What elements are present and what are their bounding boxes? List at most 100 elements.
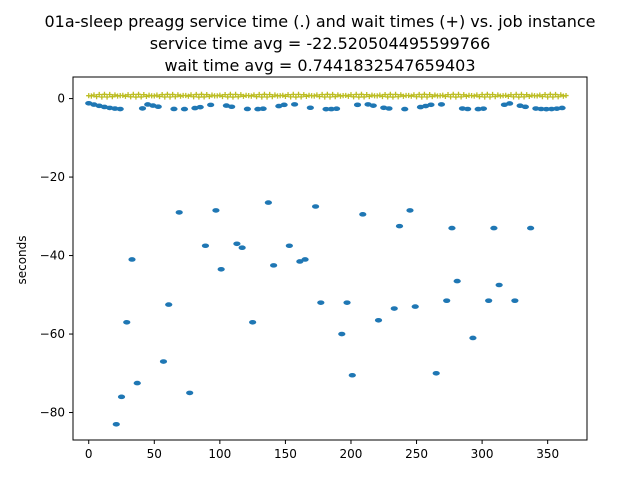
y-axis: 0 −20 −40 −60 −80 (40, 92, 73, 420)
wait-time-point-8 (107, 91, 113, 98)
service-time-point-near-zero-10 (180, 106, 189, 112)
y-axis-label: seconds (15, 235, 29, 284)
wait-time-point-180 (558, 92, 564, 98)
x-tick-label-50: 50 (147, 447, 162, 461)
wait-time-point-118 (395, 94, 401, 100)
wait-time-point-125 (413, 94, 420, 100)
wait-time-point-10 (112, 92, 118, 98)
wait-time-point-107 (366, 93, 372, 100)
wait-time-point-114 (385, 94, 391, 100)
wait-time-point-34 (175, 92, 181, 98)
wait-time-point-2 (91, 92, 97, 98)
wait-time-point-98 (343, 92, 349, 99)
x-tick-label-100: 100 (208, 447, 231, 461)
x-tick-label-150: 150 (274, 447, 297, 461)
wait-time-point-55 (230, 94, 236, 100)
wait-time-point-63 (251, 92, 257, 98)
wait-time-point-6 (101, 91, 108, 97)
service-time-point-9 (175, 210, 183, 215)
service-time-point-near-zero-35 (437, 102, 446, 107)
wait-time-point-112 (379, 93, 386, 100)
wait-time-point-28 (159, 91, 165, 98)
service-time-point-17 (264, 200, 272, 205)
wait-time-point-175 (545, 94, 551, 100)
service-time-point-1 (117, 394, 126, 400)
service-time-point-26 (348, 372, 356, 378)
wait-time-point-166 (521, 94, 527, 100)
service-time-point-23 (317, 300, 325, 305)
service-time-point-near-zero-17 (254, 106, 262, 112)
service-time-point-36 (453, 278, 461, 284)
wait-time-point-68 (264, 94, 270, 100)
wait-time-point-139 (450, 91, 456, 97)
wait-time-point-86 (311, 93, 317, 99)
wait-time-point-35 (177, 93, 184, 99)
wait-time-point-4 (96, 91, 102, 98)
wait-time-point-54 (227, 91, 233, 97)
service-time-point-14 (233, 241, 241, 247)
wait-time-point-64 (253, 94, 260, 100)
service-time-point-near-zero-24 (327, 106, 335, 112)
wait-time-point-127 (419, 94, 425, 100)
wait-time-point-93 (330, 91, 336, 98)
service-time-point-near-zero-9 (170, 106, 178, 112)
wait-time-point-131 (429, 93, 435, 100)
service-time-point-10 (186, 390, 194, 396)
wait-time-point-162 (510, 94, 517, 100)
service-time-point-near-zero-6 (116, 106, 124, 112)
service-time-point-35 (448, 225, 456, 231)
service-time-point-near-zero-41 (506, 101, 514, 106)
wait-time-point-14 (122, 93, 129, 99)
wait-time-point-7 (104, 94, 110, 100)
wait-time-point-129 (424, 94, 430, 100)
wait-time-point-90 (322, 94, 328, 100)
wait-time-point-91 (324, 91, 330, 97)
wait-time-point-18 (133, 94, 139, 100)
wait-time-point-71 (272, 92, 278, 98)
x-tick-label-0: 0 (85, 447, 93, 461)
y-tick-label--80: −80 (40, 406, 65, 420)
wait-time-point-75 (282, 93, 289, 99)
service-time-point-21 (301, 257, 309, 262)
wait-time-point-78 (290, 91, 296, 97)
service-time-point-42 (527, 225, 535, 231)
service-time-point-near-zero-26 (353, 102, 362, 108)
wait-time-point-52 (222, 92, 228, 98)
service-time-point-11 (201, 243, 210, 249)
wait-time-point-168 (526, 93, 532, 100)
wait-time-point-51 (219, 93, 226, 100)
service-time-point-19 (285, 243, 293, 249)
chart-title: 01a-sleep preagg service time (.) and wa… (44, 12, 596, 31)
wait-time-point-167 (524, 92, 530, 98)
wait-time-point-137 (445, 92, 451, 98)
wait-time-point-83 (303, 93, 309, 99)
wait-time-point-150 (479, 91, 485, 98)
wait-time-point-151 (482, 94, 488, 100)
service-time-point-22 (311, 204, 320, 209)
service-time-point-near-zero-18 (259, 106, 267, 112)
wait-time-point-116 (390, 94, 396, 100)
wait-time-point-176 (547, 91, 553, 97)
wait-time-point-30 (164, 91, 171, 97)
wait-time-point-178 (552, 91, 559, 98)
wait-time-point-105 (361, 94, 367, 100)
wait-time-point-156 (495, 92, 501, 98)
wait-time-point-39 (188, 92, 194, 98)
chart-subtitle-service: service time avg = -22.520504495599766 (149, 34, 491, 53)
service-time-point-near-zero-23 (322, 106, 330, 112)
y-tick-label-0: 0 (57, 92, 65, 106)
wait-time-point-3 (94, 94, 100, 100)
wait-time-point-27 (156, 93, 163, 100)
x-tick-label-300: 300 (471, 447, 494, 461)
x-axis: 0 50 100 150 200 250 300 350 (85, 440, 559, 461)
wait-time-point-32 (170, 91, 176, 98)
wait-time-point-42 (196, 94, 202, 100)
y-tick-label--60: −60 (40, 327, 65, 341)
wait-time-point-141 (455, 91, 462, 97)
wait-time-point-40 (191, 94, 197, 100)
wait-time-point-19 (135, 91, 142, 97)
wait-time-point-25 (151, 93, 157, 99)
wait-time-point-44 (201, 94, 207, 100)
wait-time-point-120 (400, 93, 407, 99)
